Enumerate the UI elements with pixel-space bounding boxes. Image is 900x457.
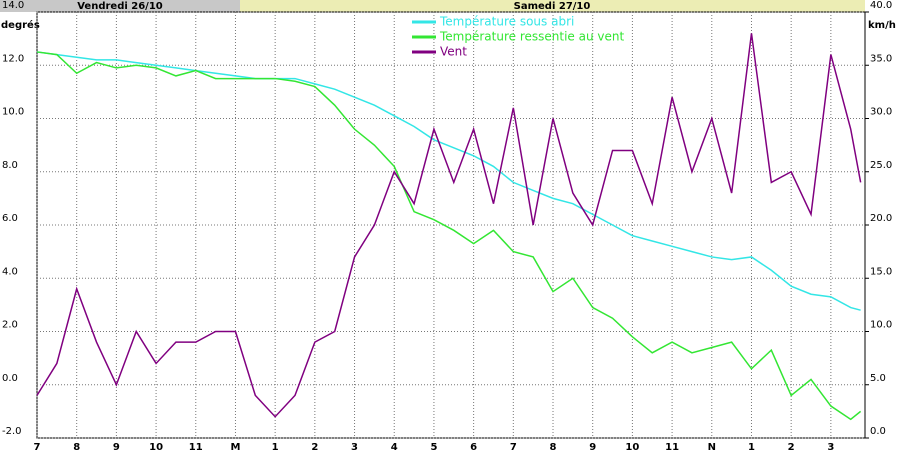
x-tick-label: 10 <box>625 442 639 453</box>
x-tick-label: 9 <box>113 442 120 453</box>
y-tick-label: 0.0 <box>2 373 18 384</box>
y2-tick-label: 25.0 <box>870 160 892 171</box>
y2-tick-label: 5.0 <box>870 373 886 384</box>
x-tick-label: 2 <box>788 442 795 453</box>
y-axis-label: degrés <box>1 19 40 31</box>
day-label: Samedi 27/10 <box>514 1 591 12</box>
y-tick-label: 2.0 <box>2 320 18 331</box>
legend-label: Température sous abri <box>439 15 574 29</box>
y2-tick-label: 0.0 <box>870 426 886 437</box>
x-tick-label: 1 <box>748 442 755 453</box>
x-tick-label: N <box>708 442 716 453</box>
x-tick-label: 9 <box>589 442 596 453</box>
x-tick-label: 11 <box>189 442 203 453</box>
y-tick-label: 4.0 <box>2 266 18 277</box>
y-tick-label: 6.0 <box>2 213 18 224</box>
y-tick-label: 12.0 <box>2 53 24 64</box>
y2-tick-label: 15.0 <box>870 266 892 277</box>
x-tick-label: 8 <box>73 442 80 453</box>
x-tick-label: 7 <box>34 442 41 453</box>
series-line <box>36 51 862 421</box>
x-tick-label: 8 <box>550 442 557 453</box>
day-label: Vendredi 26/10 <box>77 1 163 12</box>
y2-tick-label: 10.0 <box>870 320 892 331</box>
y2-axis-label: km/h <box>868 20 896 31</box>
x-tick-label: 11 <box>665 442 679 453</box>
series-line <box>36 51 861 311</box>
y2-tick-label: 35.0 <box>870 53 892 64</box>
y-tick-label: 10.0 <box>2 107 24 118</box>
x-tick-label: 10 <box>149 442 163 453</box>
x-tick-label: 6 <box>470 442 477 453</box>
y2-tick-label: 20.0 <box>870 213 892 224</box>
x-tick-label: 3 <box>827 442 834 453</box>
series-line <box>36 33 862 418</box>
x-tick-label: 7 <box>510 442 517 453</box>
x-tick-label: 4 <box>391 442 398 453</box>
legend-label: Température ressentie au vent <box>439 30 624 44</box>
day-band <box>0 0 240 12</box>
legend-label: Vent <box>440 45 467 59</box>
y2-tick-label: 40.0 <box>870 0 892 11</box>
x-tick-label: 2 <box>311 442 318 453</box>
y-tick-label: -2.0 <box>2 426 22 437</box>
y2-tick-label: 30.0 <box>870 107 892 118</box>
y-tick-label: 8.0 <box>2 160 18 171</box>
day-band <box>240 0 865 12</box>
x-tick-label: 3 <box>351 442 358 453</box>
x-tick-label: M <box>230 442 240 453</box>
x-tick-label: 5 <box>430 442 437 453</box>
y-tick-label: 14.0 <box>2 0 24 11</box>
x-tick-label: 1 <box>272 442 279 453</box>
